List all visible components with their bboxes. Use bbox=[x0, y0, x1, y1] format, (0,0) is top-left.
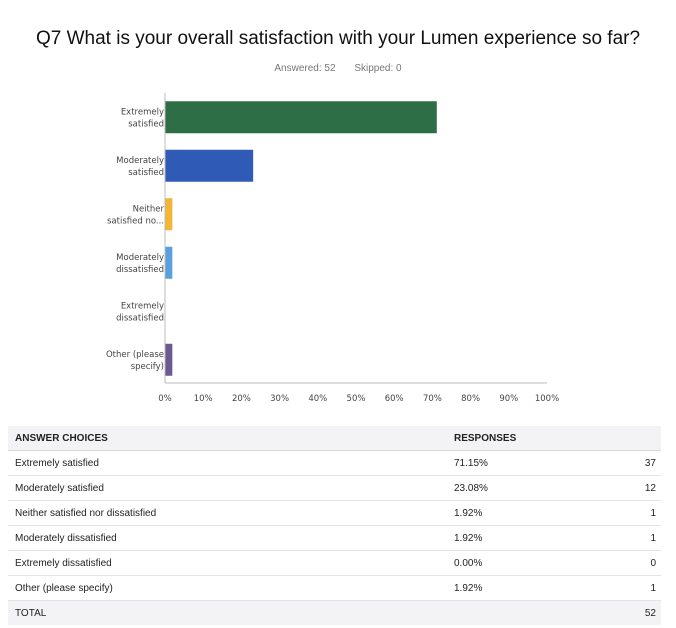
bar-5 bbox=[165, 343, 173, 376]
x-tick-label: 0% bbox=[158, 394, 172, 404]
total-count: 52 bbox=[644, 608, 656, 619]
bar-1 bbox=[165, 149, 254, 182]
bar-3 bbox=[165, 246, 173, 279]
row-percent: 1.92% bbox=[454, 508, 483, 519]
y-tick-label: Other (please specify) bbox=[106, 350, 164, 372]
x-tick-label: 100% bbox=[535, 394, 559, 404]
x-tick-label: 20% bbox=[232, 394, 251, 404]
row-choice: Extremely satisfied bbox=[15, 458, 99, 469]
row-percent: 1.92% bbox=[454, 583, 483, 594]
bar-0 bbox=[165, 101, 437, 134]
response-stats: Answered: 52 Skipped: 0 bbox=[0, 63, 676, 74]
table-header: ANSWER CHOICES RESPONSES bbox=[8, 426, 661, 451]
table-row: Other (please specify) 1.92% 1 bbox=[8, 576, 661, 601]
x-tick-label: 60% bbox=[385, 394, 404, 404]
x-tick-label: 40% bbox=[308, 394, 327, 404]
question-title: Q7 What is your overall satisfaction wit… bbox=[35, 28, 641, 49]
y-tick-label: Neither satisfied no... bbox=[107, 204, 164, 226]
row-choice: Moderately dissatisfied bbox=[15, 533, 117, 544]
y-tick-label: Moderately dissatisfied bbox=[116, 253, 164, 275]
table-row: Extremely satisfied 71.15% 37 bbox=[8, 451, 661, 476]
responses-table: ANSWER CHOICES RESPONSES Extremely satis… bbox=[8, 426, 661, 625]
row-count: 1 bbox=[650, 583, 656, 594]
table-total-row: TOTAL 52 bbox=[8, 601, 661, 625]
row-choice: Moderately satisfied bbox=[15, 483, 104, 494]
row-count: 12 bbox=[644, 483, 656, 494]
table-row: Moderately dissatisfied 1.92% 1 bbox=[8, 526, 661, 551]
y-tick-label: Extremely dissatisfied bbox=[116, 301, 164, 323]
x-tick-label: 10% bbox=[194, 394, 213, 404]
satisfaction-bar-chart: Extremely satisfied Moderately satisfied Nei… bbox=[106, 93, 559, 404]
x-tick-label: 50% bbox=[347, 394, 366, 404]
answered-count: Answered: 52 bbox=[274, 63, 336, 74]
row-percent: 1.92% bbox=[454, 533, 483, 544]
row-choice: Extremely dissatisfied bbox=[15, 558, 112, 569]
total-label: TOTAL bbox=[15, 608, 47, 619]
row-count: 37 bbox=[644, 458, 656, 469]
skipped-count: Skipped: 0 bbox=[354, 63, 402, 74]
row-choice: Neither satisfied nor dissatisfied bbox=[15, 508, 157, 519]
row-percent: 71.15% bbox=[454, 458, 488, 469]
row-choice: Other (please specify) bbox=[15, 583, 113, 594]
row-count: 1 bbox=[650, 508, 656, 519]
x-tick-label: 30% bbox=[270, 394, 289, 404]
bar-2 bbox=[165, 198, 173, 231]
row-count: 1 bbox=[650, 533, 656, 544]
header-answer-choices: ANSWER CHOICES bbox=[15, 433, 108, 444]
table-row: Neither satisfied nor dissatisfied 1.92%… bbox=[8, 501, 661, 526]
x-tick-label: 80% bbox=[461, 394, 480, 404]
row-percent: 0.00% bbox=[454, 558, 483, 569]
x-tick-label: 70% bbox=[423, 394, 442, 404]
y-tick-label: Extremely satisfied bbox=[121, 107, 164, 129]
table-row: Moderately satisfied 23.08% 12 bbox=[8, 476, 661, 501]
row-percent: 23.08% bbox=[454, 483, 488, 494]
x-tick-label: 90% bbox=[499, 394, 518, 404]
y-tick-label: Moderately satisfied bbox=[116, 156, 164, 178]
row-count: 0 bbox=[650, 558, 656, 569]
header-responses: RESPONSES bbox=[454, 433, 517, 444]
table-row: Extremely dissatisfied 0.00% 0 bbox=[8, 551, 661, 576]
